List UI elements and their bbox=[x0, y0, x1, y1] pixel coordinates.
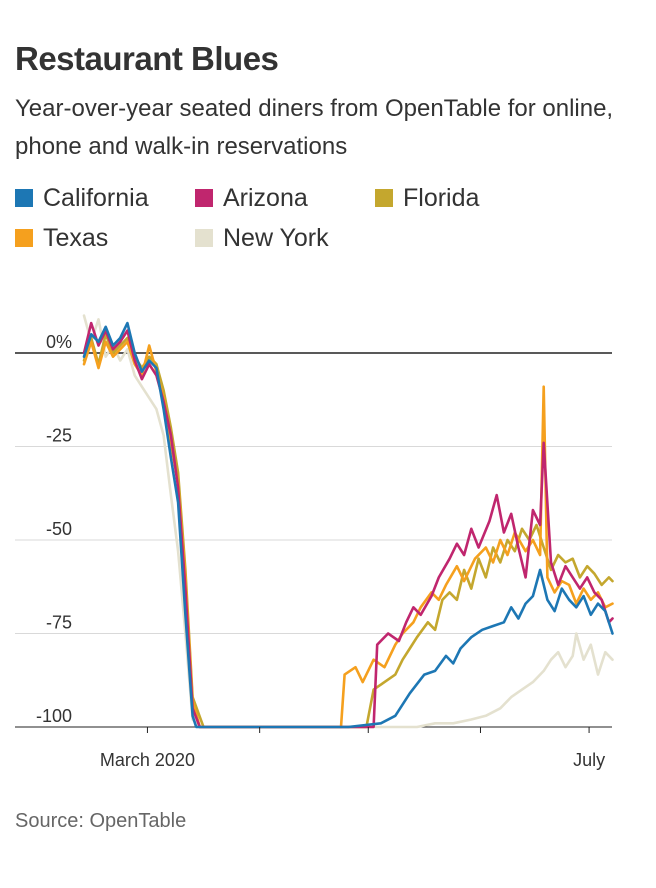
legend-swatch-arizona bbox=[195, 189, 213, 207]
legend-swatch-texas bbox=[15, 229, 33, 247]
x-tick-label-march-2020: March 2020 bbox=[100, 750, 195, 770]
series-line-texas bbox=[82, 340, 614, 729]
legend-swatch-new-york bbox=[195, 229, 213, 247]
chart-subtitle: Year-over-year seated diners from OpenTa… bbox=[15, 95, 614, 160]
legend-label-texas: Texas bbox=[43, 224, 109, 252]
legend-label-california: California bbox=[43, 184, 149, 212]
series-line-arizona bbox=[82, 321, 614, 729]
y-tick-label--25: -25 bbox=[46, 426, 72, 446]
axes: 0% -25 -50 -75 -100 March 2020 July bbox=[36, 332, 605, 770]
legend: California Arizona Florida Texas New Yor… bbox=[15, 180, 645, 260]
y-tick-label-0-: 0% bbox=[46, 332, 72, 352]
legend-label-arizona: Arizona bbox=[223, 184, 308, 212]
legend-label-new-york: New York bbox=[223, 224, 329, 252]
chart-title: Restaurant Blues bbox=[15, 40, 279, 77]
source-note: Source: OpenTable bbox=[15, 810, 187, 832]
gridlines bbox=[15, 352, 612, 728]
series-line-california bbox=[82, 321, 614, 729]
legend-label-florida: Florida bbox=[403, 184, 480, 212]
series-lines bbox=[82, 314, 614, 729]
y-tick-label--75: -75 bbox=[46, 613, 72, 633]
legend-swatch-florida bbox=[375, 189, 393, 207]
y-tick-label--50: -50 bbox=[46, 519, 72, 539]
x-tick-label-july: July bbox=[573, 750, 605, 770]
y-tick-label--100: -100 bbox=[36, 706, 72, 726]
series-line-new-york bbox=[82, 314, 614, 729]
legend-swatch-california bbox=[15, 189, 33, 207]
